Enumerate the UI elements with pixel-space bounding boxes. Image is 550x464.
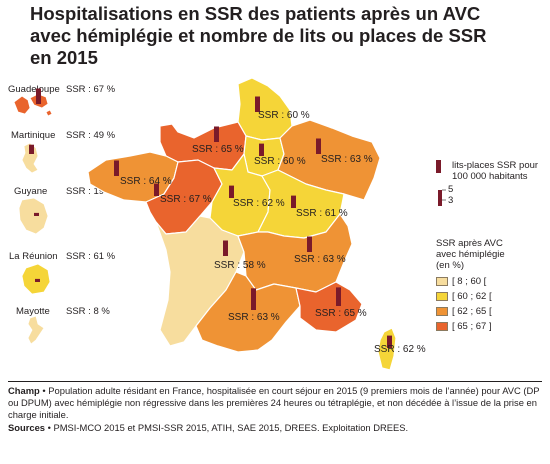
legend-bars-title: lits-places SSR pour 100 000 habitants xyxy=(452,160,539,182)
bar-pays-de-la-loire xyxy=(154,183,159,196)
map-title: Hospitalisations en SSR des patients apr… xyxy=(30,3,530,69)
legend-class-3-label: [ 62 ; 65 [ xyxy=(452,306,492,317)
footer-divider xyxy=(8,381,542,382)
label-bourgogne-franche-comte: SSR : 61 % xyxy=(296,208,348,219)
dom-shapes xyxy=(13,93,53,345)
dom-label-martinique: Martinique xyxy=(11,130,56,141)
legend-swatch-class-4 xyxy=(436,322,448,331)
footer-sources: Sources • PMSI-MCO 2015 et PMSI-SSR 2015… xyxy=(8,421,409,433)
bar-centre-val-de-loire xyxy=(229,185,234,198)
label-paca: SSR : 65 % xyxy=(315,308,367,319)
region-bars xyxy=(29,88,392,348)
dom-label-la-reunion: La Réunion xyxy=(9,251,58,262)
bar-nouvelle-aquitaine xyxy=(223,240,228,256)
region-hauts-de-france[interactable] xyxy=(237,77,293,141)
bar-dom-guyane xyxy=(34,212,39,216)
bar-paca xyxy=(336,287,341,306)
legend-bar-symbols xyxy=(436,160,446,206)
dom-ssr-la-reunion: SSR : 61 % xyxy=(66,251,116,262)
bar-ile-de-france xyxy=(259,143,264,156)
legend-swatch-class-3 xyxy=(436,307,448,316)
bar-occitanie xyxy=(251,288,256,310)
bar-corse xyxy=(387,335,392,348)
region-labels: SSR : 60 % SSR : 65 % SSR : 60 % SSR : 6… xyxy=(120,110,426,355)
legend-classes-title: SSR après AVC avec hémiplégie (en %) xyxy=(436,238,505,271)
guyane-shape xyxy=(18,197,49,235)
bar-dom-martinique xyxy=(29,144,34,154)
dom-ssr-guadeloupe: SSR : 67 % xyxy=(66,84,116,95)
legend-bar-scale-5 xyxy=(438,190,442,206)
label-grand-est: SSR : 63 % xyxy=(321,154,373,165)
bar-bourgogne-franche-comte xyxy=(291,195,296,208)
bar-dom-la-réunion xyxy=(35,278,40,282)
metropolitan-regions xyxy=(87,77,397,371)
france-regions-map: SSR : 60 % SSR : 65 % SSR : 60 % SSR : 6… xyxy=(13,77,446,371)
mayotte-shape xyxy=(27,315,45,345)
title-line-2: avec hémiplégie et nombre de lits ou pla… xyxy=(30,25,487,46)
label-hauts-de-france: SSR : 60 % xyxy=(258,110,310,121)
legend-bar-scale-label-5: 5 xyxy=(448,184,454,195)
label-pays-de-la-loire: SSR : 67 % xyxy=(160,194,212,205)
dom-ssr-mayotte: SSR : 8 % xyxy=(66,306,110,317)
label-corse: SSR : 62 % xyxy=(374,344,426,355)
legend-class-4-label: [ 65 ; 67 ] xyxy=(452,321,492,332)
bar-bretagne xyxy=(114,160,119,176)
label-ile-de-france: SSR : 60 % xyxy=(254,156,306,167)
legend-bar-swatch xyxy=(436,160,441,173)
bar-grand-est xyxy=(316,138,321,154)
guadeloupe-shape xyxy=(13,93,53,117)
dom-ssr-martinique: SSR : 49 % xyxy=(66,130,116,141)
bar-auvergne-rhone-alpes xyxy=(307,236,312,252)
legend-swatch-class-2 xyxy=(436,292,448,301)
footer-champ: Champ • Population adulte résidant en Fr… xyxy=(8,385,540,421)
region-paca[interactable] xyxy=(295,281,363,333)
footer-notes: Champ • Population adulte résidant en Fr… xyxy=(8,385,542,434)
bar-dom-guadeloupe xyxy=(36,88,41,104)
title-line-1: Hospitalisations en SSR des patients apr… xyxy=(30,3,481,24)
label-occitanie: SSR : 63 % xyxy=(228,312,280,323)
label-normandie: SSR : 65 % xyxy=(192,144,244,155)
legend-swatch-class-1 xyxy=(436,277,448,286)
bar-normandie xyxy=(214,126,219,142)
label-auvergne-rhone-alpes: SSR : 63 % xyxy=(294,254,346,265)
label-bretagne: SSR : 64 % xyxy=(120,176,172,187)
dom-label-guyane: Guyane xyxy=(14,186,48,197)
dom-label-guadeloupe: Guadeloupe xyxy=(8,84,60,95)
dom-ssr-guyane: SSR : 19 % xyxy=(66,186,116,197)
title-line-3: en 2015 xyxy=(30,47,98,68)
label-centre-val-de-loire: SSR : 62 % xyxy=(233,198,285,209)
label-nouvelle-aquitaine: SSR : 58 % xyxy=(214,260,266,271)
legend-class-1-label: [ 8 ; 60 [ xyxy=(452,276,487,287)
legend-class-2-label: [ 60 ; 62 [ xyxy=(452,291,492,302)
dom-label-mayotte: Mayotte xyxy=(16,306,50,317)
legend-bar-scale-label-3: 3 xyxy=(448,195,454,206)
bar-hauts-de-france xyxy=(255,96,260,112)
